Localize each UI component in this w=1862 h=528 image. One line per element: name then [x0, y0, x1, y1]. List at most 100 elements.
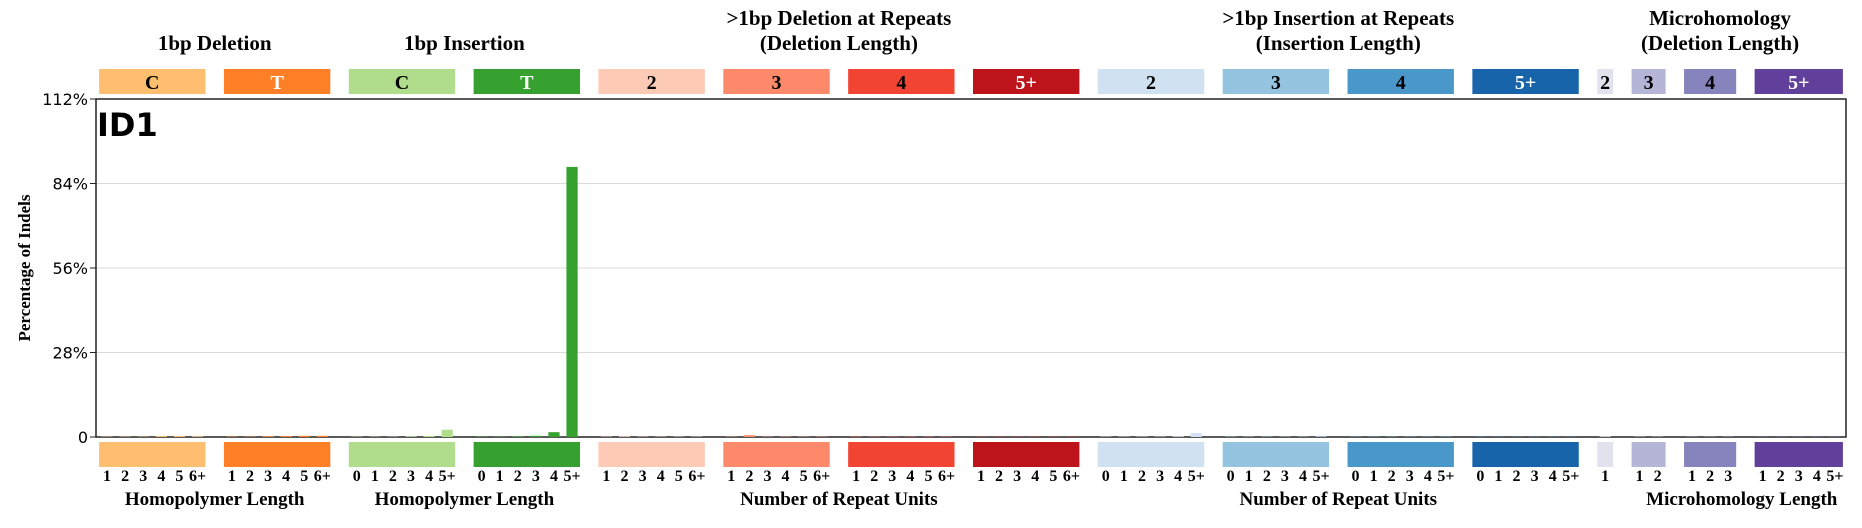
group-x-labels: Homopolymer Length Homopolymer Length Numb… — [125, 489, 1838, 510]
x-tick-label: 3 — [1724, 468, 1732, 485]
x-tick-label: 1 — [852, 468, 860, 485]
x-tick-label: 2 — [246, 468, 254, 485]
bar — [173, 436, 186, 437]
x-tick-label: 3 — [1406, 468, 1414, 485]
bar — [1190, 433, 1202, 437]
x-tick-label: 2 — [870, 468, 878, 485]
x-tick-labels: 1 2 3 4 5 6+ 1 2 3 4 5 6+ 0 1 2 3 4 5+ 0 1 2 3 4 5+ 1 2 3 4 5 6+ 1 2 3 4 5… — [103, 468, 1843, 485]
group-x-label: Homopolymer Length — [375, 489, 555, 510]
x-tick-label: 4 — [906, 468, 914, 485]
x-tick-label: 0 — [1351, 468, 1359, 485]
x-tick-label: 5+ — [1437, 468, 1454, 485]
x-tick-label: 5 — [175, 468, 183, 485]
x-tick-label: 4 — [782, 468, 790, 485]
x-tick-label: 3 — [407, 468, 415, 485]
category-box-bottom — [1347, 442, 1454, 467]
bottom-category-boxes — [99, 442, 1843, 467]
group-subtitle: (Deletion Length) — [760, 31, 918, 55]
category-box-label: 5+ — [1515, 72, 1536, 94]
category-box-top — [348, 69, 456, 94]
category-box-label: T — [520, 72, 534, 94]
x-tick-label: 4 — [157, 468, 165, 485]
x-tick-label: 4 — [550, 468, 558, 485]
x-tick-label: 2 — [1513, 468, 1521, 485]
x-tick-label: 1 — [1601, 468, 1609, 485]
x-tick-label: 3 — [1013, 468, 1021, 485]
x-tick-label: 2 — [1263, 468, 1271, 485]
x-tick-label: 2 — [1777, 468, 1785, 485]
bar — [423, 436, 435, 437]
x-tick-label: 5+ — [439, 468, 456, 485]
category-box-bottom — [348, 442, 456, 467]
category-box-bottom — [1097, 442, 1205, 467]
bar — [548, 432, 560, 437]
bar — [618, 436, 631, 437]
panel-label: ID1 — [97, 106, 158, 144]
x-tick-label: 5+ — [1188, 468, 1205, 485]
gridlines — [96, 183, 1846, 353]
group-x-label: Homopolymer Length — [125, 489, 305, 510]
x-tick-label: 3 — [264, 468, 272, 485]
bar — [155, 436, 167, 437]
category-box-top — [1754, 69, 1843, 94]
group-subtitle: (Deletion Length) — [1641, 31, 1799, 55]
category-box-top — [1684, 69, 1737, 94]
x-tick-label: 5 — [924, 468, 932, 485]
x-tick-label: 4 — [425, 468, 433, 485]
x-tick-label: 2 — [1706, 468, 1714, 485]
x-tick-label: 3 — [1281, 468, 1289, 485]
y-tick-label: 56% — [52, 259, 88, 278]
x-tick-label: 4 — [282, 468, 290, 485]
x-tick-label: 6+ — [314, 468, 331, 485]
x-tick-label: 0 — [1227, 468, 1235, 485]
x-tick-label: 2 — [1138, 468, 1146, 485]
x-tick-label: 2 — [621, 468, 629, 485]
x-tick-label: 4 — [1031, 468, 1039, 485]
x-tick-label: 1 — [727, 468, 735, 485]
x-tick-label: 2 — [1654, 468, 1662, 485]
x-tick-label: 1 — [1120, 468, 1128, 485]
group-title: >1bp Insertion at Repeats — [1222, 6, 1454, 30]
category-box-top — [972, 69, 1080, 94]
x-tick-label: 1 — [1370, 468, 1378, 485]
x-tick-label: 6+ — [938, 468, 955, 485]
group-subtitle: (Insertion Length) — [1256, 31, 1421, 55]
x-tick-label: 2 — [745, 468, 753, 485]
x-tick-label: 4 — [1424, 468, 1432, 485]
category-box-top — [1347, 69, 1454, 94]
x-tick-label: 5 — [1049, 468, 1057, 485]
category-box-top — [99, 69, 206, 94]
x-tick-label: 1 — [1688, 468, 1696, 485]
x-tick-label: 1 — [228, 468, 236, 485]
x-tick-label: 3 — [532, 468, 540, 485]
x-tick-label: 1 — [103, 468, 111, 485]
category-box-bottom — [1754, 442, 1843, 467]
x-tick-label: 0 — [1102, 468, 1110, 485]
y-tick-label: 84% — [52, 175, 88, 194]
x-tick-label: 5 — [300, 468, 308, 485]
category-box-label: 2 — [1600, 72, 1610, 94]
y-tick-label: 28% — [52, 344, 88, 363]
bar — [512, 436, 524, 437]
x-tick-label: 3 — [1531, 468, 1539, 485]
category-box-top — [1097, 69, 1205, 94]
category-box-bottom — [1631, 442, 1666, 467]
category-box-label: 5+ — [1015, 72, 1036, 94]
category-box-bottom — [473, 442, 581, 467]
x-tick-label: 0 — [353, 468, 361, 485]
category-box-label: 2 — [647, 72, 657, 94]
category-box-label: 5+ — [1788, 72, 1809, 94]
bar — [280, 436, 292, 437]
x-tick-label: 1 — [602, 468, 610, 485]
x-tick-label: 6+ — [189, 468, 206, 485]
x-tick-label: 4 — [657, 468, 665, 485]
bar — [1599, 436, 1611, 437]
category-box-label: C — [395, 72, 409, 94]
category-box-bottom — [848, 442, 955, 467]
x-tick-label: 3 — [1156, 468, 1164, 485]
category-box-bottom — [1472, 442, 1579, 467]
x-tick-label: 2 — [1388, 468, 1396, 485]
group-x-label: Microhomology Length — [1646, 489, 1838, 510]
bar — [566, 166, 578, 437]
y-axis: 0 28% 56% 84% 112% — [42, 90, 96, 447]
